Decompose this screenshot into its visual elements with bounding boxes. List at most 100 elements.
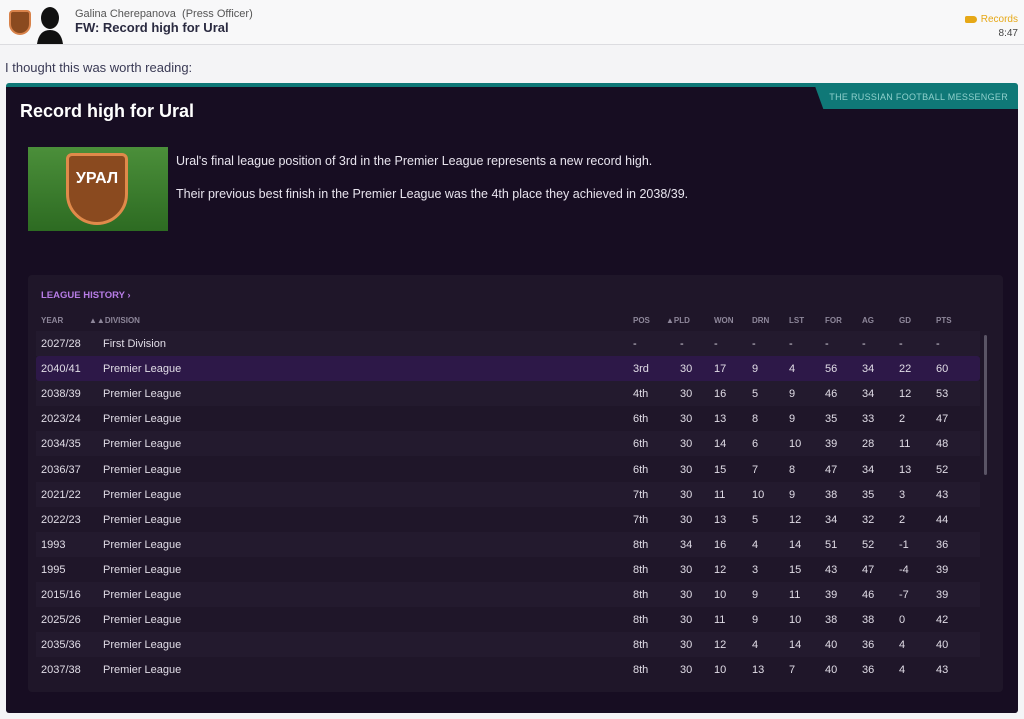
cell-pos: - — [633, 338, 637, 350]
cell-division: First Division — [103, 338, 166, 350]
scrollbar[interactable] — [984, 335, 987, 475]
table-row[interactable]: 2021/22 Premier League 7th 30 11 10 9 38 35 3 43 — [36, 481, 980, 507]
column-header-pos[interactable]: POS — [633, 316, 650, 325]
cell-pld: 30 — [680, 388, 693, 401]
column-header-gd[interactable]: GD — [899, 316, 911, 325]
cell-year: 2022/23 — [41, 513, 81, 526]
column-header-year[interactable]: YEAR — [41, 316, 64, 325]
table-row[interactable]: 2036/37 Premier League 6th 30 15 7 8 47 34 13 52 — [36, 457, 980, 482]
column-header-lst[interactable]: LST — [789, 316, 805, 325]
cell-drn: 13 — [752, 664, 765, 677]
cell-division: Premier League — [103, 438, 182, 451]
cell-pts: - — [936, 338, 940, 350]
cell-pos: 4th — [633, 388, 649, 401]
cell-gd: 0 — [899, 614, 906, 627]
paragraph: Ural's final league position of 3rd in t… — [176, 154, 653, 168]
cell-for: 56 — [825, 363, 838, 376]
cell-pld: 30 — [680, 513, 693, 526]
cell-pts: 39 — [936, 563, 949, 576]
cell-year: 2025/26 — [41, 614, 81, 627]
cell-for: 40 — [825, 664, 838, 677]
cell-for: 46 — [825, 388, 838, 401]
table-row[interactable]: 2038/39 Premier League 4th 30 16 5 9 46 34 12 53 — [36, 381, 980, 407]
cell-division: Premier League — [103, 413, 182, 426]
cell-pos: 6th — [633, 463, 649, 476]
cell-year: 2023/24 — [41, 413, 81, 426]
cell-gd: 22 — [899, 363, 912, 376]
column-header-pts[interactable]: PTS — [936, 316, 952, 325]
club-crest-icon — [9, 10, 31, 35]
cell-pos: 7th — [633, 488, 649, 501]
club-image: УРАЛ — [28, 147, 168, 231]
cell-pts: 52 — [936, 463, 949, 476]
cell-ag: 52 — [862, 538, 875, 551]
table-row[interactable]: 2037/38 Premier League 8th 30 10 13 7 40 36 4 43 — [36, 657, 980, 682]
table-row[interactable]: 2015/16 Premier League 8th 30 10 9 11 39 46 -7 39 — [36, 582, 980, 607]
cell-won: 12 — [714, 563, 727, 576]
cell-division: Premier League — [103, 513, 182, 526]
cell-pld: 34 — [680, 538, 693, 551]
column-header-ag[interactable]: AG — [862, 316, 874, 325]
cell-pld: 30 — [680, 463, 693, 476]
table-row[interactable]: 2035/36 Premier League 8th 30 12 4 14 40 36 4 40 — [36, 632, 980, 658]
table-row[interactable]: 1993 Premier League 8th 34 16 4 14 51 52 -1 36 — [36, 531, 980, 557]
tag-icon — [964, 16, 977, 23]
cell-pts: 43 — [936, 664, 949, 677]
cell-year: 1995 — [41, 563, 66, 576]
cell-pts: 36 — [936, 538, 949, 551]
records-tag[interactable]: Records — [964, 14, 1018, 25]
cell-division: Premier League — [103, 463, 182, 476]
cell-for: - — [825, 338, 829, 350]
cell-for: 38 — [825, 488, 838, 501]
cell-division: Premier League — [103, 538, 182, 551]
table-row[interactable]: 2022/23 Premier League 7th 30 13 5 12 34 32 2 44 — [36, 507, 980, 532]
cell-won: 16 — [714, 538, 727, 551]
cell-pos: 7th — [633, 513, 649, 526]
cell-pts: 53 — [936, 388, 949, 401]
column-header-for[interactable]: FOR — [825, 316, 842, 325]
table-row[interactable]: 1995 Premier League 8th 30 12 3 15 43 47 -4 39 — [36, 557, 980, 582]
cell-pos: 8th — [633, 538, 649, 551]
cell-lst: 14 — [789, 639, 802, 652]
cell-year: 2035/36 — [41, 639, 81, 652]
cell-gd: 13 — [899, 463, 912, 476]
cell-pld: 30 — [680, 363, 693, 376]
cell-division: Premier League — [103, 563, 182, 576]
cell-lst: 9 — [789, 413, 796, 426]
cell-lst: 9 — [789, 388, 796, 401]
cell-lst: 9 — [789, 488, 796, 501]
cell-drn: 9 — [752, 363, 759, 376]
cell-year: 2036/37 — [41, 463, 81, 476]
cell-year: 2027/28 — [41, 338, 81, 350]
cell-gd: -1 — [899, 538, 909, 551]
table-row[interactable]: 2023/24 Premier League 6th 30 13 8 9 35 33 2 47 — [36, 406, 980, 431]
sender[interactable]: Galina Cherepanova (Press Officer) — [75, 8, 253, 20]
source-label: THE RUSSIAN FOOTBALL MESSENGER — [815, 87, 1018, 109]
column-header-drn[interactable]: DRN — [752, 316, 770, 325]
cell-won: 17 — [714, 363, 727, 376]
table-row[interactable]: 2025/26 Premier League 8th 30 11 9 10 38 38 0 42 — [36, 607, 980, 632]
cell-division: Premier League — [103, 363, 182, 376]
cell-year: 2040/41 — [41, 363, 81, 376]
cell-division: Premier League — [103, 664, 182, 677]
league-history-link[interactable]: LEAGUE HISTORY › — [41, 290, 131, 301]
cell-year: 1993 — [41, 538, 66, 551]
message-header: Galina Cherepanova (Press Officer) FW: R… — [0, 0, 1024, 45]
cell-ag: 36 — [862, 639, 875, 652]
cell-for: 39 — [825, 438, 838, 451]
column-header-division[interactable]: ▲▲DIVISION — [89, 316, 140, 325]
cell-won: 14 — [714, 438, 727, 451]
column-header-won[interactable]: WON — [714, 316, 734, 325]
table-row[interactable]: 2034/35 Premier League 6th 30 14 6 10 39 28 11 48 — [36, 431, 980, 457]
cell-ag: 38 — [862, 614, 875, 627]
intro-text: I thought this was worth reading: — [5, 60, 193, 75]
cell-gd: 4 — [899, 639, 906, 652]
cell-drn: 3 — [752, 563, 759, 576]
cell-drn: 6 — [752, 438, 759, 451]
cell-lst: 10 — [789, 438, 802, 451]
table-row[interactable]: 2027/28 First Division - - - - - - - - - — [36, 331, 980, 356]
cell-pld: 30 — [680, 413, 693, 426]
column-header-pld[interactable]: ▲PLD — [666, 316, 690, 325]
cell-pts: 40 — [936, 639, 949, 652]
table-row[interactable]: 2040/41 Premier League 3rd 30 17 9 4 56 34 22 60 — [36, 356, 980, 382]
